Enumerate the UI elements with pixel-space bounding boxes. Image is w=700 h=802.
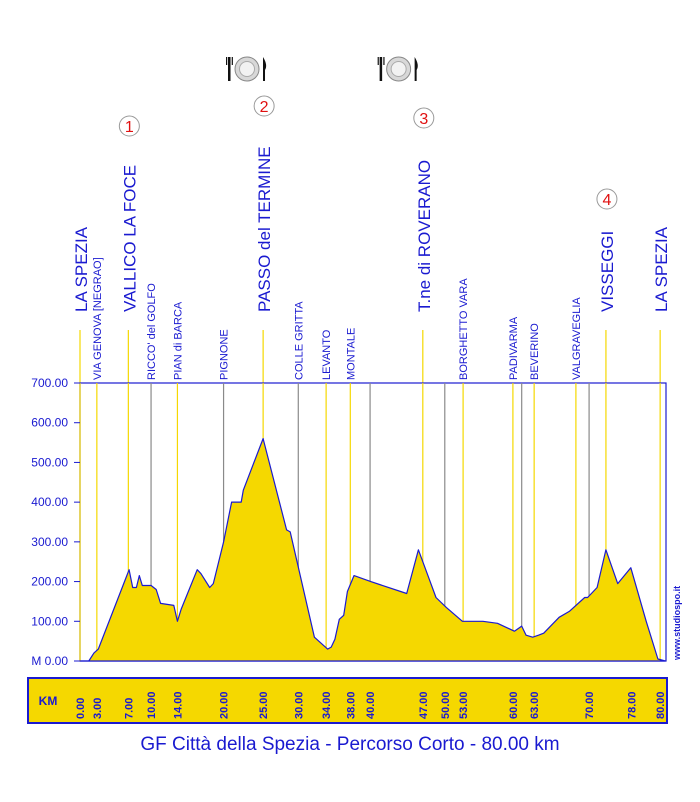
elevation-area-path (79, 438, 666, 662)
x-axis-label: KM (39, 694, 58, 708)
x-tick-label: 14.00 (172, 691, 184, 719)
y-tick-label: 600.00 (31, 416, 68, 430)
food-icons (226, 56, 418, 82)
locality-label: PADIVARMA (508, 316, 520, 380)
x-tick-label: 30.00 (293, 691, 305, 719)
x-tick-label: 25.00 (258, 691, 270, 719)
climb-badge (118, 115, 140, 137)
locality-label: PIGNONE (219, 329, 231, 380)
y-axis: M 0.00 100.00 200.00 300.00 400.00 500.00 600.… (31, 376, 80, 668)
x-tick-label: 0.00 (75, 698, 87, 719)
locality-label: VIA GENOVA [NEGRAO] (92, 257, 104, 380)
locality-label: COLLE GRITTA (293, 301, 305, 380)
x-tick-label: 7.00 (123, 698, 135, 719)
y-tick-label: 700.00 (31, 376, 68, 390)
x-tick-label: 3.00 (92, 698, 104, 719)
x-tick-label: 70.00 (584, 691, 596, 719)
locality-label: VISSEGGI (598, 231, 617, 312)
x-tick-label: 40.00 (365, 691, 377, 719)
y-tick-label: 300.00 (31, 535, 68, 549)
y-tick-label: M 0.00 (31, 654, 68, 668)
climb-badge-number: 4 (602, 192, 611, 209)
locality-label: LA SPEZIA (72, 226, 91, 312)
x-tick-label: 38.00 (345, 691, 357, 719)
x-tick-label: 34.00 (321, 691, 333, 719)
locality-label: T.ne di ROVERANO (415, 160, 434, 312)
y-tick-label: 100.00 (31, 614, 68, 628)
x-tick-label: 10.00 (146, 691, 158, 719)
y-tick-label: 500.00 (31, 455, 68, 469)
locality-label: MONTALE (345, 328, 357, 380)
locality-label: RICCO' del GOLFO (146, 283, 158, 380)
locality-label: BEVERINO (529, 323, 541, 380)
x-tick-label: 20.00 (219, 691, 231, 719)
km-axis-box: KM (27, 677, 668, 724)
locality-label: PASSO del TERMINE (255, 146, 274, 312)
locality-label: VALLICO LA FOCE (120, 165, 139, 312)
climb-badges: 1 2 3 4 (118, 95, 618, 210)
climb-badge-number: 3 (419, 111, 428, 128)
locality-label: LEVANTO (321, 329, 333, 380)
plate-fork-knife-icon (226, 56, 267, 82)
chart-title: GF Città della Spezia - Percorso Corto -… (140, 734, 560, 755)
plate-fork-knife-icon (377, 56, 418, 82)
x-axis-ticks: 0.00 3.00 7.00 10.00 14.00 20.00 25.00 30.00 34.… (75, 691, 667, 719)
locality-labels: LA SPEZIA VIA GENOVA [NEGRAO]VALLICO LA F… (72, 146, 671, 385)
x-tick-label: 78.00 (627, 691, 639, 719)
locality-label: VALGRAVEGLIA (571, 297, 583, 380)
locality-label: PIAN di BARCA (172, 301, 184, 380)
locality-label: LA SPEZIA (652, 226, 671, 312)
climb-badge-number: 1 (125, 119, 134, 136)
x-tick-label: 47.00 (418, 691, 430, 719)
locality-label: BORGHETTO VARA (458, 278, 470, 380)
credit-text: www.studiospo.it (672, 586, 682, 661)
y-tick-label: 200.00 (31, 575, 68, 589)
climb-badge-number: 2 (260, 99, 269, 116)
elevation-area (79, 438, 666, 662)
x-tick-label: 60.00 (508, 691, 520, 719)
x-tick-label: 63.00 (529, 691, 541, 719)
y-tick-label: 400.00 (31, 495, 68, 509)
climb-badge (253, 95, 275, 117)
climb-badge (413, 107, 435, 129)
x-tick-label: 53.00 (458, 691, 470, 719)
climb-badge (596, 188, 618, 210)
x-tick-label: 50.00 (440, 691, 452, 719)
x-tick-label: 80.00 (655, 691, 667, 719)
km-axis-frame (27, 677, 668, 724)
